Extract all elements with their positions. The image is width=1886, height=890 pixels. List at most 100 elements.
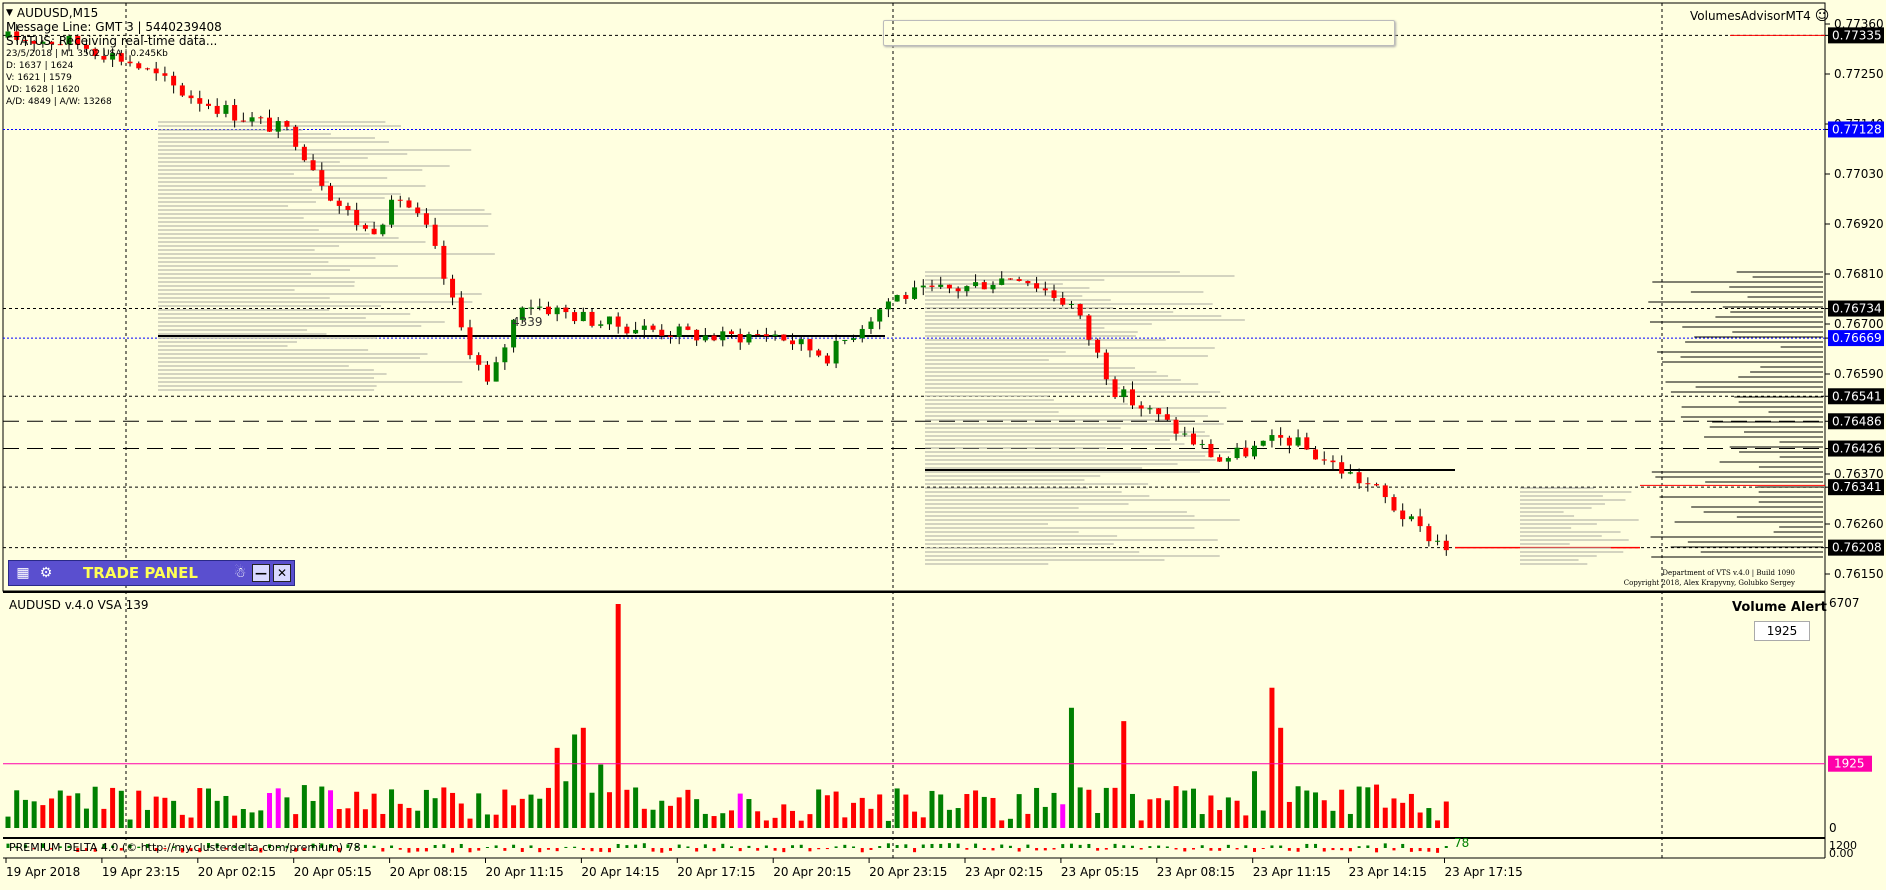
bull-candle [249, 117, 255, 122]
bull-candle [519, 307, 525, 320]
volume-bar [1435, 820, 1441, 828]
panel-grid-icon[interactable]: ▦ [16, 565, 30, 581]
volume-bar [1129, 793, 1135, 828]
indicator-scale-zero: 0 [1829, 821, 1837, 835]
delta-bar [180, 848, 184, 853]
indicator-scale-max: 6707 [1829, 596, 1860, 610]
volume-bar [1060, 804, 1066, 828]
volume-bar [1286, 801, 1292, 828]
volume-bar [859, 797, 865, 828]
bear-candle [615, 316, 621, 327]
volume-alert-input[interactable]: 1925 [1754, 621, 1810, 641]
bull-candle [746, 334, 752, 343]
bear-candle [179, 85, 185, 96]
price-level-tag [1828, 300, 1884, 317]
delta-bar [886, 843, 890, 848]
volume-bar [781, 804, 787, 828]
delta-bar [546, 848, 550, 850]
bear-candle [1034, 283, 1040, 289]
bull-candle [990, 284, 996, 290]
delta-bar [1218, 848, 1222, 851]
delta-bar [1436, 848, 1440, 853]
volume-bar [720, 813, 726, 828]
volume-bar [1260, 810, 1266, 828]
volume-bar [868, 808, 874, 828]
trade-panel[interactable]: ▦ ⚙ TRADE PANEL ☃ — ✕ [8, 560, 295, 586]
delta-bar [1226, 844, 1230, 848]
bear-candle [1321, 459, 1327, 461]
bear-candle [1164, 414, 1170, 420]
volume-bar [284, 797, 290, 828]
volume-bar [1051, 792, 1057, 828]
bear-candle [397, 199, 403, 201]
top-right-title: VolumesAdvisorMT4 ☺ [1690, 8, 1829, 24]
volume-bar [389, 789, 395, 828]
volume-bar [685, 789, 691, 828]
delta-bar [616, 843, 620, 848]
delta-bar [895, 845, 899, 848]
volume-bar [676, 797, 682, 828]
delta-bar [791, 845, 795, 848]
delta-bar [730, 846, 733, 848]
delta-bar [1314, 843, 1318, 848]
delta-bar [642, 843, 646, 848]
volume-bar [1417, 812, 1423, 828]
bear-candle [694, 329, 700, 341]
bear-candle [1190, 433, 1196, 445]
price-level-label: 0.76541 [1832, 389, 1882, 403]
status-line: STATUS: Receiving real-time data... [6, 34, 218, 48]
volume-bar [1190, 788, 1196, 828]
volume-bar [319, 786, 325, 828]
delta-bar [363, 844, 367, 848]
delta-bar [607, 848, 611, 853]
volume-bar [1025, 813, 1031, 828]
bear-candle [755, 334, 761, 336]
bear-candle [1016, 279, 1022, 281]
delta-bar [1305, 843, 1309, 848]
bear-candle [790, 340, 796, 345]
delta-bar [1104, 848, 1108, 850]
volume-bar [1138, 820, 1144, 828]
robot-icon[interactable]: ☃ [233, 565, 247, 581]
bear-candle [319, 170, 325, 186]
price-level-tag [1828, 330, 1884, 347]
bear-candle [816, 350, 822, 356]
bull-candle [1435, 540, 1441, 542]
bear-candle [83, 44, 89, 49]
delta-bar [102, 843, 106, 848]
chart-menu-triangle-icon[interactable]: ▼ [6, 8, 13, 18]
delta-bar [773, 848, 777, 851]
bear-candle [1095, 339, 1101, 353]
delta-bar [1444, 846, 1448, 848]
delta-bar [1340, 848, 1344, 851]
bear-candle [458, 297, 464, 328]
delta-bar [538, 848, 542, 853]
close-button[interactable]: ✕ [273, 564, 291, 582]
delta-bar [41, 843, 45, 848]
volume-bar [110, 787, 116, 828]
bull-candle [1225, 458, 1231, 462]
delta-bar [206, 843, 210, 848]
bear-candle [624, 326, 630, 334]
volume-bar [659, 800, 665, 828]
gear-icon[interactable]: ⚙ [39, 565, 53, 581]
bear-candle [729, 331, 734, 334]
bull-candle [1347, 472, 1353, 474]
bear-candle [415, 207, 421, 214]
delta-bar [1296, 848, 1300, 852]
minimize-button[interactable]: — [252, 564, 270, 582]
bull-candle [633, 329, 639, 334]
message-line: Message Line: GMT 3 | 5440239408 [6, 20, 222, 34]
delta-bar [1008, 845, 1012, 848]
delta-bar [311, 843, 315, 848]
delta-bar [808, 848, 812, 852]
volume-bar [458, 803, 464, 828]
delta-bar [1113, 843, 1117, 848]
bull-candle [894, 295, 900, 302]
bear-candle [127, 61, 133, 64]
delta-bar [703, 844, 707, 848]
volume-bar [1182, 790, 1188, 828]
volume-bar [1330, 810, 1336, 828]
volume-bar [484, 814, 490, 828]
